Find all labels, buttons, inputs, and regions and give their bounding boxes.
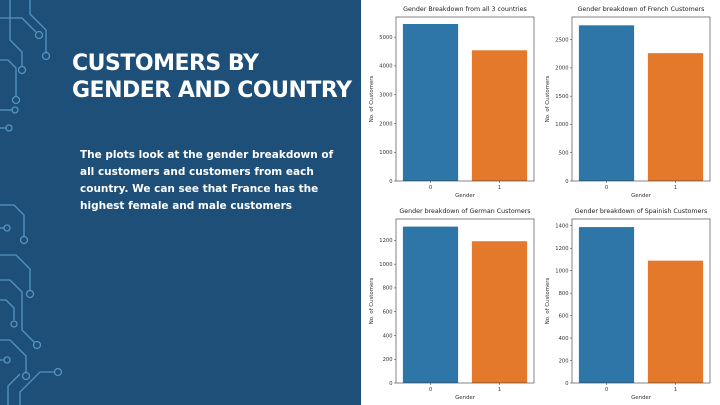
bar — [471, 241, 528, 383]
slide-description: The plots look at the gender breakdown o… — [80, 149, 334, 212]
x-axis-label: Gender — [631, 395, 652, 401]
x-tick-label: 0 — [605, 387, 608, 393]
plot-frame — [395, 16, 535, 182]
x-axis-label: Gender — [455, 395, 476, 401]
y-tick-label: 0 — [565, 179, 568, 185]
chart-all-countries: Gender Breakdown from all 3 countries 0 1 0… — [366, 3, 541, 201]
bar — [647, 53, 704, 181]
x-tick-label: 1 — [674, 185, 677, 191]
y-tick-label: 800 — [383, 286, 393, 292]
x-tick-label: 0 — [605, 185, 608, 191]
charts-panel: Gender Breakdown from all 3 countries 0 1 0… — [361, 0, 720, 405]
chart-spanish-svg: Gender breakdown of Spainish Customers 0 1… — [545, 208, 711, 401]
y-tick-label: 0 — [565, 381, 568, 387]
y-tick-label: 0 — [389, 381, 392, 387]
y-tick-label: 500 — [559, 151, 569, 157]
y-tick-label: 400 — [383, 333, 393, 339]
y-tick-label: 1500 — [555, 94, 568, 100]
chart-german-svg: Gender breakdown of German Customers 0 1 0 2… — [369, 208, 535, 401]
chart-spanish: Gender breakdown of Spainish Customers 0 1… — [542, 205, 717, 403]
circuit-decoration — [0, 0, 63, 405]
y-tick-label: 400 — [559, 336, 569, 342]
plot-frame — [571, 218, 711, 384]
chart-title: Gender breakdown of German Customers — [399, 208, 530, 215]
bar — [578, 25, 635, 181]
bar — [578, 227, 635, 383]
y-tick-label: 1000 — [555, 268, 568, 274]
y-tick-label: 1000 — [555, 122, 568, 128]
chart-french: Gender breakdown of French Customers 0 1 0 5… — [542, 3, 717, 201]
y-tick-label: 600 — [559, 313, 569, 319]
y-tick-label: 1200 — [379, 238, 392, 244]
chart-title: Gender Breakdown from all 3 countries — [403, 6, 527, 13]
chart-french-svg: Gender breakdown of French Customers 0 1 0 5… — [545, 6, 711, 199]
y-tick-label: 1400 — [555, 224, 568, 230]
x-tick-label: 1 — [674, 387, 677, 393]
bar — [471, 50, 528, 181]
y-tick-label: 800 — [559, 291, 569, 297]
y-axis-label: No. of Customers — [369, 278, 375, 325]
bar — [402, 23, 459, 182]
bar — [402, 226, 459, 383]
y-tick-label: 1000 — [379, 150, 392, 156]
x-tick-label: 0 — [429, 185, 432, 191]
x-tick-label: 1 — [498, 387, 501, 393]
y-tick-label: 600 — [383, 309, 393, 315]
y-tick-label: 1000 — [379, 262, 392, 268]
x-axis-label: Gender — [631, 193, 652, 199]
y-tick-label: 2000 — [379, 121, 392, 127]
y-tick-label: 4000 — [379, 64, 392, 70]
y-axis-label: No. of Customers — [545, 76, 551, 123]
y-tick-label: 200 — [559, 358, 569, 364]
chart-title: Gender breakdown of French Customers — [578, 6, 705, 13]
x-tick-label: 1 — [498, 185, 501, 191]
plot-frame — [395, 218, 535, 384]
y-tick-label: 2500 — [555, 37, 568, 43]
y-tick-label: 1200 — [555, 246, 568, 252]
chart-german: Gender breakdown of German Customers 0 1 0 2… — [366, 205, 541, 403]
y-tick-label: 2000 — [555, 66, 568, 72]
title-panel: CUSTOMERS BY GENDER AND COUNTRY The plot… — [0, 0, 361, 405]
slide-title: CUSTOMERS BY GENDER AND COUNTRY — [72, 51, 352, 103]
x-axis-label: Gender — [455, 193, 476, 199]
y-tick-label: 5000 — [379, 35, 392, 41]
bar — [647, 260, 704, 383]
y-axis-label: No. of Customers — [369, 76, 375, 123]
y-axis-label: No. of Customers — [545, 278, 551, 325]
chart-title: Gender breakdown of Spainish Customers — [575, 208, 708, 215]
x-tick-label: 0 — [429, 387, 432, 393]
y-tick-label: 200 — [383, 357, 393, 363]
plot-frame — [571, 16, 711, 182]
y-tick-label: 3000 — [379, 92, 392, 98]
y-tick-label: 0 — [389, 179, 392, 185]
